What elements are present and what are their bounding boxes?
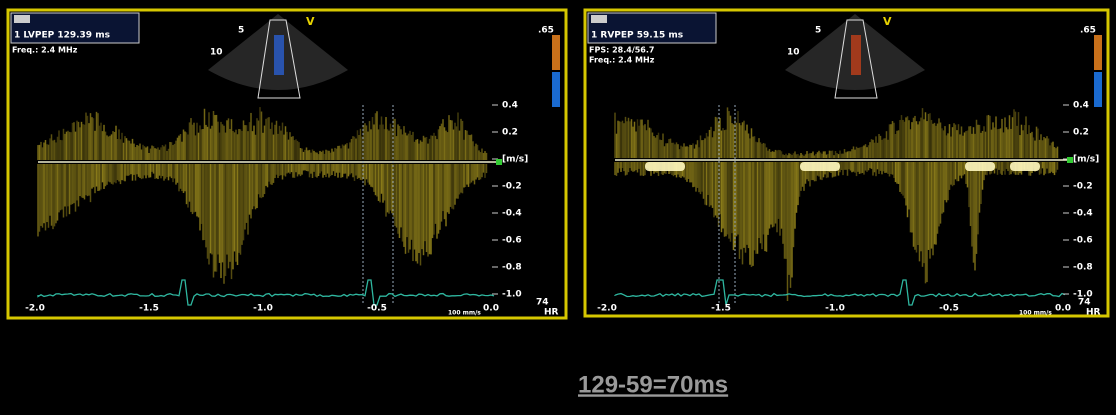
marker-v: V: [306, 15, 315, 28]
color-bar-red: [552, 35, 560, 70]
time-label: -2.0: [597, 304, 617, 314]
depth-label: 5: [815, 26, 821, 36]
velocity-label: -0.4: [502, 209, 522, 219]
sweep-speed: 100 mm/s: [448, 310, 481, 317]
color-scale-top: .65: [538, 26, 554, 36]
velocity-label: -0.2: [502, 182, 522, 192]
time-label: -2.0: [25, 304, 45, 314]
color-bar-blue: [552, 72, 560, 107]
color-doppler: [274, 35, 284, 75]
spectral-bright: [645, 162, 685, 171]
velocity-label: -0.4: [1073, 209, 1093, 219]
velocity-label: 0.2: [502, 128, 518, 138]
time-label: 0.0: [1055, 304, 1071, 314]
ultrasound-panel: 1 LVPEP 129.39 ms Freq.: 2.4 MHz 5 10 V .65 0.…: [8, 10, 566, 318]
depth-label: 10: [787, 48, 800, 58]
hr-value: 74: [536, 298, 549, 308]
spectral-bright: [800, 162, 840, 171]
color-bar-blue: [1094, 72, 1102, 107]
marker-v: V: [883, 15, 892, 28]
hr-value: 74: [1078, 298, 1091, 308]
depth-label: 10: [210, 48, 223, 58]
velocity-label: -0.6: [502, 236, 522, 246]
depth-label: 5: [238, 26, 244, 36]
color-bar-red: [1094, 35, 1102, 70]
time-label: -1.0: [253, 304, 273, 314]
header-measure: 1 RVPEP 59.15 ms: [591, 31, 683, 41]
spectral-bright: [1010, 162, 1040, 171]
time-label: -1.5: [711, 304, 731, 314]
color-doppler: [851, 35, 861, 75]
velocity-label: [m/s]: [1073, 155, 1099, 165]
time-label: -0.5: [367, 304, 387, 314]
baseline-handle: [496, 159, 502, 165]
velocity-label: -0.8: [1073, 263, 1093, 273]
color-scale-top: .65: [1080, 26, 1096, 36]
hr-label: HR: [1086, 308, 1101, 318]
velocity-label: -0.8: [502, 263, 522, 273]
footer-equation: 129-59=70ms: [578, 371, 728, 398]
velocity-label: [m/s]: [502, 155, 528, 165]
time-label: -1.5: [139, 304, 159, 314]
velocity-label: 0.4: [1073, 101, 1089, 111]
velocity-label: 0.2: [1073, 128, 1089, 138]
time-label: 0.0: [483, 304, 499, 314]
velocity-label: 0.4: [502, 101, 518, 111]
spectral-bright: [965, 162, 995, 171]
velocity-label: -1.0: [502, 290, 522, 300]
velocity-label: -0.2: [1073, 182, 1093, 192]
info-text: Freq.: 2.4 MHz: [12, 46, 78, 55]
info-text: FPS: 28.4/56.7: [589, 46, 654, 55]
hr-label: HR: [544, 308, 559, 318]
screen: 129-59=70ms 1 LVPEP 129.39 ms Freq.: 2.4 …: [0, 0, 1116, 411]
info-text: Freq.: 2.4 MHz: [589, 56, 655, 65]
baseline-handle: [1067, 157, 1073, 163]
time-label: -0.5: [939, 304, 959, 314]
header-icon: [14, 15, 30, 23]
velocity-label: -0.6: [1073, 236, 1093, 246]
header-measure: 1 LVPEP 129.39 ms: [14, 31, 110, 41]
time-label: -1.0: [825, 304, 845, 314]
sweep-speed: 100 mm/s: [1019, 310, 1052, 317]
header-icon: [591, 15, 607, 23]
